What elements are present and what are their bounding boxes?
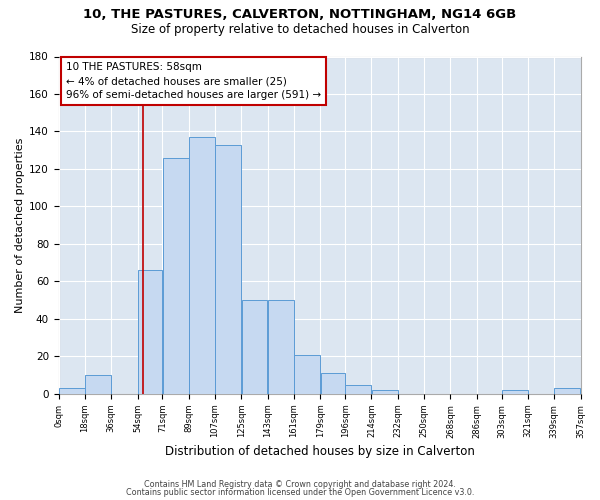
- Bar: [554, 388, 580, 394]
- Text: 10 THE PASTURES: 58sqm
← 4% of detached houses are smaller (25)
96% of semi-deta: 10 THE PASTURES: 58sqm ← 4% of detached …: [66, 62, 321, 100]
- Bar: [138, 270, 162, 394]
- Bar: [294, 354, 320, 394]
- Bar: [215, 144, 241, 394]
- Bar: [163, 158, 188, 394]
- Bar: [320, 374, 345, 394]
- Y-axis label: Number of detached properties: Number of detached properties: [15, 138, 25, 313]
- Text: 10, THE PASTURES, CALVERTON, NOTTINGHAM, NG14 6GB: 10, THE PASTURES, CALVERTON, NOTTINGHAM,…: [83, 8, 517, 20]
- Bar: [189, 137, 215, 394]
- Bar: [346, 384, 371, 394]
- Bar: [502, 390, 527, 394]
- X-axis label: Distribution of detached houses by size in Calverton: Distribution of detached houses by size …: [164, 444, 475, 458]
- Text: Contains public sector information licensed under the Open Government Licence v3: Contains public sector information licen…: [126, 488, 474, 497]
- Bar: [59, 388, 85, 394]
- Bar: [371, 390, 398, 394]
- Text: Contains HM Land Registry data © Crown copyright and database right 2024.: Contains HM Land Registry data © Crown c…: [144, 480, 456, 489]
- Bar: [268, 300, 294, 394]
- Bar: [242, 300, 268, 394]
- Text: Size of property relative to detached houses in Calverton: Size of property relative to detached ho…: [131, 22, 469, 36]
- Bar: [85, 375, 111, 394]
